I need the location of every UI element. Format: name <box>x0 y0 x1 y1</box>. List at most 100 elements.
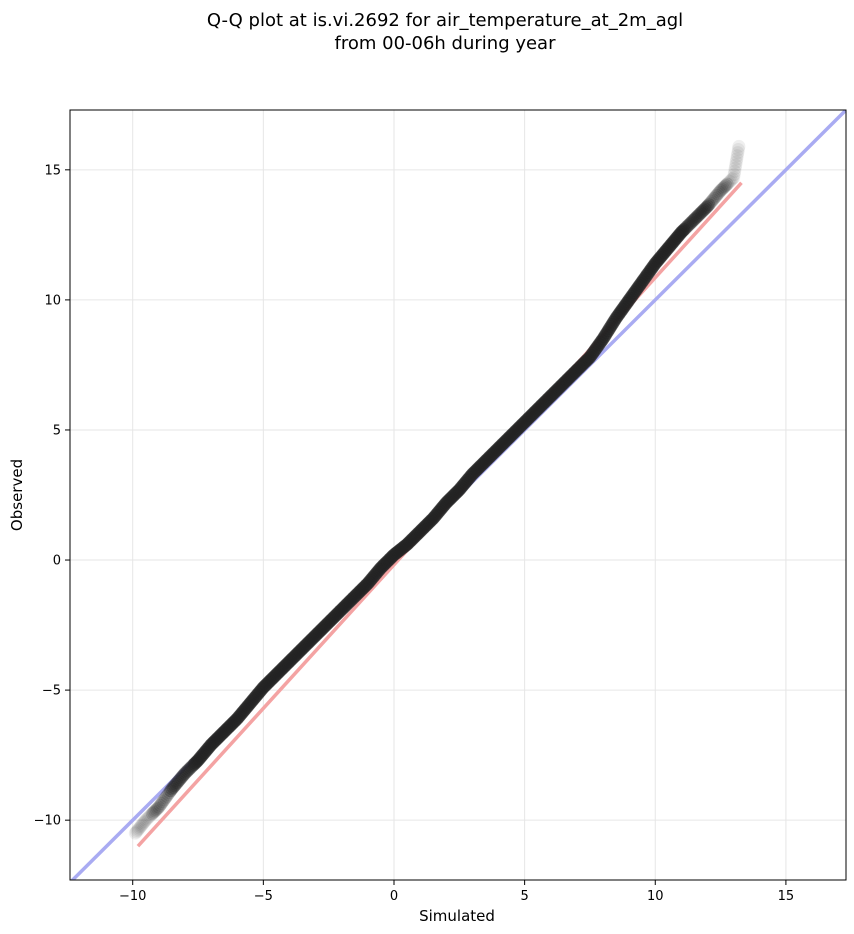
qq-point <box>720 177 734 191</box>
qq-point <box>153 798 167 812</box>
qq-point <box>708 190 722 204</box>
qq-point <box>707 191 721 205</box>
qq-point <box>177 768 191 782</box>
qq-point <box>134 820 148 834</box>
x-tick-label: 5 <box>520 889 528 904</box>
qq-point <box>684 216 698 230</box>
qq-point <box>719 178 733 192</box>
qq-point <box>143 809 157 823</box>
qq-point <box>148 804 162 818</box>
qq-point <box>135 818 149 832</box>
qq-point <box>691 208 705 222</box>
qq-point <box>725 172 739 186</box>
qq-point <box>156 795 170 809</box>
qq-point <box>133 821 147 835</box>
qq-point <box>681 219 695 233</box>
x-axis-ticks: −10 −5 0 5 10 15 <box>119 880 794 904</box>
chart-title-line-2: from 00-06h during year <box>335 33 557 54</box>
qq-point <box>682 217 696 231</box>
qq-point <box>699 201 713 215</box>
qq-point <box>169 777 183 791</box>
qq-point <box>694 206 708 220</box>
y-axis-label: Observed <box>8 459 26 531</box>
qq-point <box>727 168 741 182</box>
qq-point <box>729 155 743 169</box>
qq-point <box>706 193 720 207</box>
qq-point <box>701 199 715 213</box>
x-tick-label: 15 <box>778 889 795 904</box>
y-tick-label: 15 <box>44 163 61 178</box>
qq-point <box>697 203 711 217</box>
y-tick-label: −5 <box>42 684 61 699</box>
qq-point <box>138 814 152 828</box>
qq-point <box>731 146 745 160</box>
qq-point <box>690 210 704 224</box>
qq-point <box>173 773 187 787</box>
qq-point <box>687 212 701 226</box>
qq-point <box>174 771 188 785</box>
qq-point <box>716 181 730 195</box>
qq-point <box>715 182 729 196</box>
qq-point <box>689 211 703 225</box>
plot-frame <box>69 109 847 881</box>
qq-point <box>152 800 166 814</box>
qq-point <box>703 196 717 210</box>
x-tick-label: 0 <box>390 889 398 904</box>
qq-point <box>698 202 712 216</box>
qq-point <box>165 782 179 796</box>
x-tick-label: −10 <box>119 889 146 904</box>
qq-point <box>704 195 718 209</box>
qq-point <box>730 149 744 163</box>
qq-point <box>147 805 161 819</box>
qq-point <box>131 822 145 836</box>
qq-point <box>139 813 153 827</box>
qq-point <box>732 139 746 153</box>
qq-point <box>728 164 742 178</box>
qq-point <box>137 816 151 830</box>
qq-point <box>727 171 741 185</box>
x-axis-label: Simulated <box>419 907 495 925</box>
qq-point <box>160 789 174 803</box>
qq-point <box>724 173 738 187</box>
qq-point <box>685 215 699 229</box>
qq-point <box>677 223 691 237</box>
qq-point <box>175 769 189 783</box>
qq-point <box>151 801 165 815</box>
qq-point <box>136 817 150 831</box>
qq-point <box>171 774 185 788</box>
qq-point <box>710 188 724 202</box>
quantile-points-layer <box>128 139 746 840</box>
qq-point <box>711 187 725 201</box>
qq-point <box>730 152 744 166</box>
qq-point <box>144 808 158 822</box>
x-tick-label: −5 <box>254 889 273 904</box>
qq-point <box>141 811 155 825</box>
qq-point <box>678 221 692 235</box>
qq-point <box>693 207 707 221</box>
qq-point <box>729 158 743 172</box>
y-tick-label: 0 <box>53 554 61 569</box>
y-axis-ticks: −10 −5 0 5 10 15 <box>34 163 70 829</box>
qq-point <box>158 791 172 805</box>
x-tick-label: 10 <box>647 889 664 904</box>
qq-point <box>712 185 726 199</box>
qq-point <box>164 784 178 798</box>
qq-point <box>728 161 742 175</box>
qq-point <box>161 787 175 801</box>
qq-point <box>718 180 732 194</box>
qq-point <box>130 824 144 838</box>
qq-point <box>149 803 163 817</box>
qq-point <box>170 776 184 790</box>
qq-point <box>723 175 737 189</box>
y-tick-label: 10 <box>44 293 61 308</box>
qq-point <box>680 220 694 234</box>
qq-point <box>168 779 182 793</box>
y-tick-label: −10 <box>34 814 61 829</box>
qq-point <box>166 780 180 794</box>
qq-point <box>686 214 700 228</box>
qq-point <box>140 812 154 826</box>
qq-point <box>714 184 728 198</box>
qq-point <box>129 825 143 839</box>
grid-lines <box>70 110 846 880</box>
